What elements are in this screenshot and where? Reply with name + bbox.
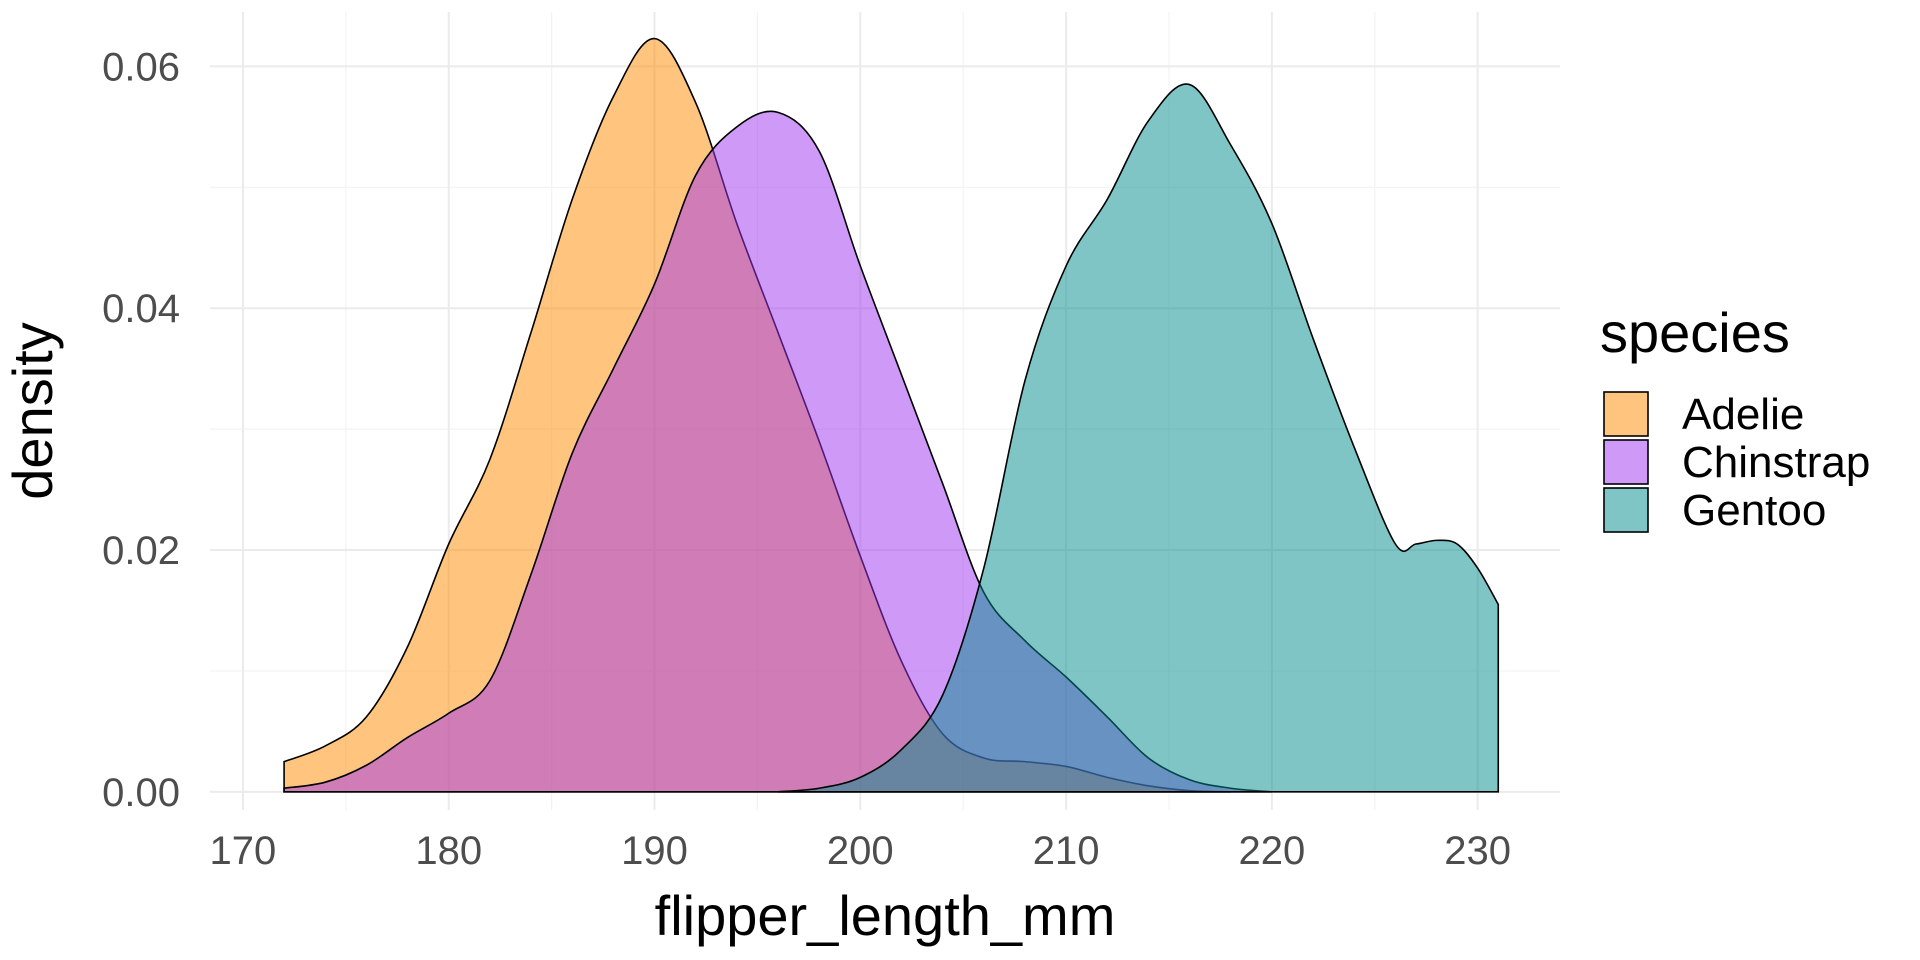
y-tick-label: 0.02 [102, 529, 180, 573]
y-tick-label: 0.06 [102, 45, 180, 89]
density-area-gentoo [777, 83, 1500, 793]
legend-swatch-adelie [1603, 391, 1649, 437]
x-axis-ticks: 170 180 190 200 210 220 230 [210, 829, 1512, 873]
legend-label-gentoo: Gentoo [1682, 486, 1826, 535]
x-tick-label: 200 [827, 829, 894, 873]
legend-title: species [1600, 301, 1790, 364]
x-tick-label: 210 [1033, 829, 1100, 873]
x-tick-label: 220 [1239, 829, 1306, 873]
x-tick-label: 170 [210, 829, 277, 873]
legend-swatch-chinstrap [1603, 439, 1649, 485]
y-axis-ticks: 0.00 0.02 0.04 0.06 [102, 45, 180, 814]
density-areas [283, 37, 1500, 793]
legend-label-chinstrap: Chinstrap [1682, 438, 1870, 487]
x-tick-label: 190 [621, 829, 688, 873]
x-tick-label: 230 [1444, 829, 1511, 873]
legend-label-adelie: Adelie [1682, 390, 1804, 439]
y-tick-label: 0.04 [102, 287, 180, 331]
x-tick-label: 180 [415, 829, 482, 873]
y-axis-title: density [1, 322, 64, 499]
legend-swatch-gentoo [1603, 487, 1649, 533]
y-tick-label: 0.00 [102, 771, 180, 815]
x-axis-title: flipper_length_mm [655, 884, 1116, 947]
